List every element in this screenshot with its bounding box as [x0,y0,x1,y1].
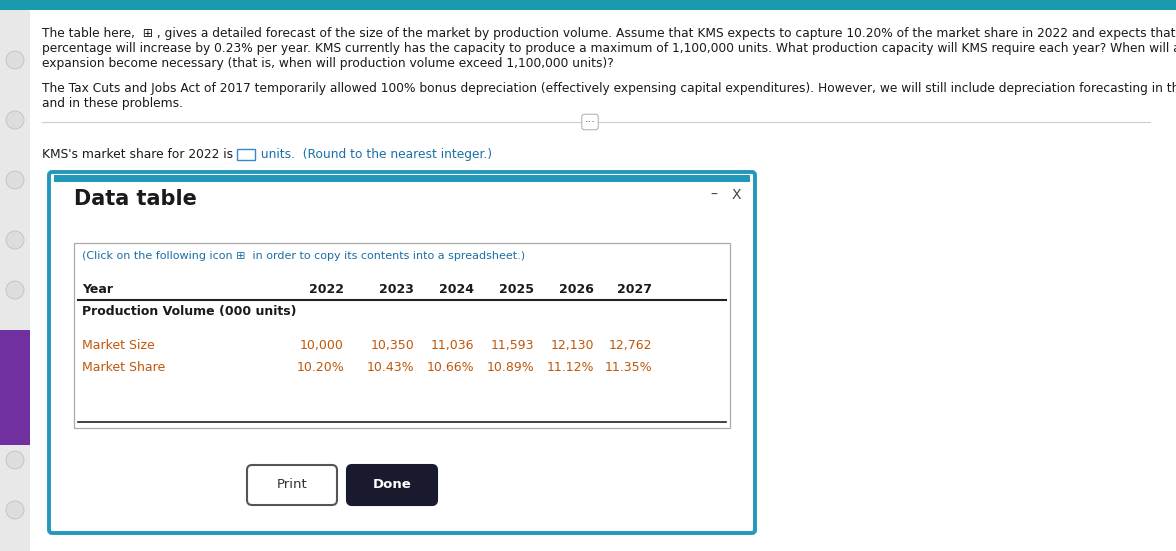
FancyBboxPatch shape [0,0,1176,10]
Text: 10.89%: 10.89% [486,361,534,374]
Text: –: – [710,188,717,202]
Text: expansion become necessary (that is, when will production volume exceed 1,100,00: expansion become necessary (that is, whe… [42,57,614,70]
Text: 2023: 2023 [379,283,414,296]
Text: 2027: 2027 [617,283,652,296]
Text: The Tax Cuts and Jobs Act of 2017 temporarily allowed 100% bonus depreciation (e: The Tax Cuts and Jobs Act of 2017 tempor… [42,82,1176,95]
Text: 2026: 2026 [559,283,594,296]
FancyBboxPatch shape [0,330,31,445]
Text: 10.66%: 10.66% [427,361,474,374]
Text: 2025: 2025 [499,283,534,296]
Text: KMS's market share for 2022 is: KMS's market share for 2022 is [42,148,238,161]
Text: 10.20%: 10.20% [296,361,345,374]
Text: Market Size: Market Size [82,339,155,352]
Text: 12,762: 12,762 [608,339,652,352]
Text: 10,350: 10,350 [370,339,414,352]
FancyBboxPatch shape [54,175,750,182]
Text: The table here,  ⊞ , gives a detailed forecast of the size of the market by prod: The table here, ⊞ , gives a detailed for… [42,27,1176,40]
FancyBboxPatch shape [49,172,755,533]
Text: 2022: 2022 [309,283,345,296]
FancyBboxPatch shape [238,149,255,160]
Text: 11.12%: 11.12% [547,361,594,374]
Circle shape [6,231,24,249]
Text: 11,036: 11,036 [430,339,474,352]
Circle shape [6,451,24,469]
FancyBboxPatch shape [347,465,437,505]
Text: Data table: Data table [74,189,196,209]
Text: ···: ··· [584,117,595,127]
Text: 11.35%: 11.35% [604,361,652,374]
Text: 11,593: 11,593 [490,339,534,352]
FancyBboxPatch shape [74,243,730,428]
Circle shape [6,501,24,519]
Text: Production Volume (000 units): Production Volume (000 units) [82,305,296,318]
Text: units.  (Round to the nearest integer.): units. (Round to the nearest integer.) [258,148,492,161]
Text: 2024: 2024 [439,283,474,296]
Text: and in these problems.: and in these problems. [42,97,183,110]
FancyBboxPatch shape [0,10,31,551]
FancyBboxPatch shape [247,465,338,505]
Text: 10.43%: 10.43% [367,361,414,374]
Text: Done: Done [373,478,412,491]
Text: X: X [731,188,741,202]
Text: (Click on the following icon ⊞  in order to copy its contents into a spreadsheet: (Click on the following icon ⊞ in order … [82,251,526,261]
Text: Print: Print [276,478,307,491]
Text: 12,130: 12,130 [550,339,594,352]
Circle shape [6,51,24,69]
Text: Year: Year [82,283,113,296]
Circle shape [6,171,24,189]
Circle shape [6,111,24,129]
FancyBboxPatch shape [31,10,1176,551]
Text: Market Share: Market Share [82,361,166,374]
Circle shape [6,281,24,299]
Text: percentage will increase by 0.23% per year. KMS currently has the capacity to pr: percentage will increase by 0.23% per ye… [42,42,1176,55]
Text: 10,000: 10,000 [300,339,345,352]
